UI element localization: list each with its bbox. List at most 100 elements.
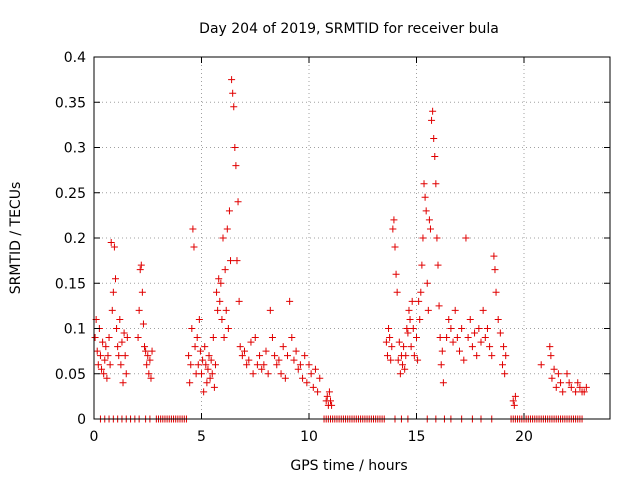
data-point [491,266,499,274]
y-tick-label: 0.15 [55,276,86,292]
data-point [460,356,468,364]
data-point [576,383,584,391]
data-point [490,252,498,260]
data-point [477,338,485,346]
data-point [565,379,573,387]
data-point [194,361,202,369]
data-point [422,207,430,215]
data-point [438,347,446,355]
data-point [218,315,226,323]
data-point [249,370,257,378]
data-point [262,347,270,355]
x-tick-label: 10 [300,429,318,445]
data-point [120,329,128,337]
data-point [137,261,145,269]
data-point [546,343,554,351]
data-point [236,343,244,351]
data-point [102,343,110,351]
data-point [189,225,197,233]
data-point [138,288,146,296]
chart-title: Day 204 of 2019, SRMTID for receiver bul… [199,21,499,37]
y-tick-label: 0.25 [55,186,86,202]
data-point [273,361,281,369]
data-point [264,370,272,378]
y-tick-label: 0.05 [55,367,86,383]
data-point [275,356,283,364]
data-point [420,180,428,188]
data-point [416,315,424,323]
data-point [123,334,131,342]
data-point [116,315,124,323]
data-point [216,297,224,305]
data-point [325,388,333,396]
data-point [394,356,402,364]
data-point [382,338,390,346]
data-point [215,275,223,283]
data-point [554,370,562,378]
data-point [439,379,447,387]
data-point [389,225,397,233]
data-point [303,379,311,387]
data-point [221,266,229,274]
data-point [400,343,408,351]
data-point [510,401,518,409]
data-point [386,334,394,342]
data-point [224,325,232,332]
data-point [104,352,112,360]
data-point [233,257,241,265]
data-point [458,325,466,332]
data-point [294,365,302,373]
data-point [202,361,210,369]
data-point [99,338,107,346]
data-point [228,76,236,84]
y-tick-label: 0.1 [64,322,86,338]
data-point [103,374,111,382]
data-point [195,315,203,323]
data-point [253,361,261,369]
data-point [409,325,417,332]
data-point [435,302,443,310]
data-point [432,180,440,188]
data-point [231,144,239,151]
data-point [415,297,423,305]
x-tick-label: 5 [197,429,206,445]
data-point [146,356,154,364]
data-point [323,392,331,400]
data-point [390,216,398,224]
data-point [410,352,418,360]
data-point [207,356,215,364]
data-point [424,306,432,314]
data-point [211,361,219,369]
data-point [288,334,296,342]
data-point [260,361,268,369]
data-point [286,297,294,305]
data-point [266,306,274,314]
data-point [94,361,102,369]
data-point [403,325,411,332]
x-tick-label: 0 [90,429,99,445]
data-point [141,343,149,351]
data-point [110,243,118,251]
data-point [213,288,221,296]
data-point [187,361,195,369]
data-point [473,352,481,360]
data-point [408,297,416,305]
data-point [466,315,474,323]
data-point [251,334,259,342]
y-axis-label: SRMTID / TECUs [8,182,24,295]
data-point [443,334,451,342]
data-point [563,370,571,378]
data-point [134,334,142,342]
data-point [143,361,151,369]
data-point [456,347,463,355]
data-point [393,288,401,296]
data-point [200,388,208,396]
data-point [502,352,510,360]
data-point [204,365,212,373]
data-point [209,334,217,342]
data-point [404,329,412,337]
data-point [135,306,143,314]
axis-ticks: 0 0.05 0.1 0.15 0.2 0.25 0.3 0.35 0.4 0 5 10 15 20 [55,50,610,445]
data-point [190,243,198,251]
data-point [199,356,207,364]
